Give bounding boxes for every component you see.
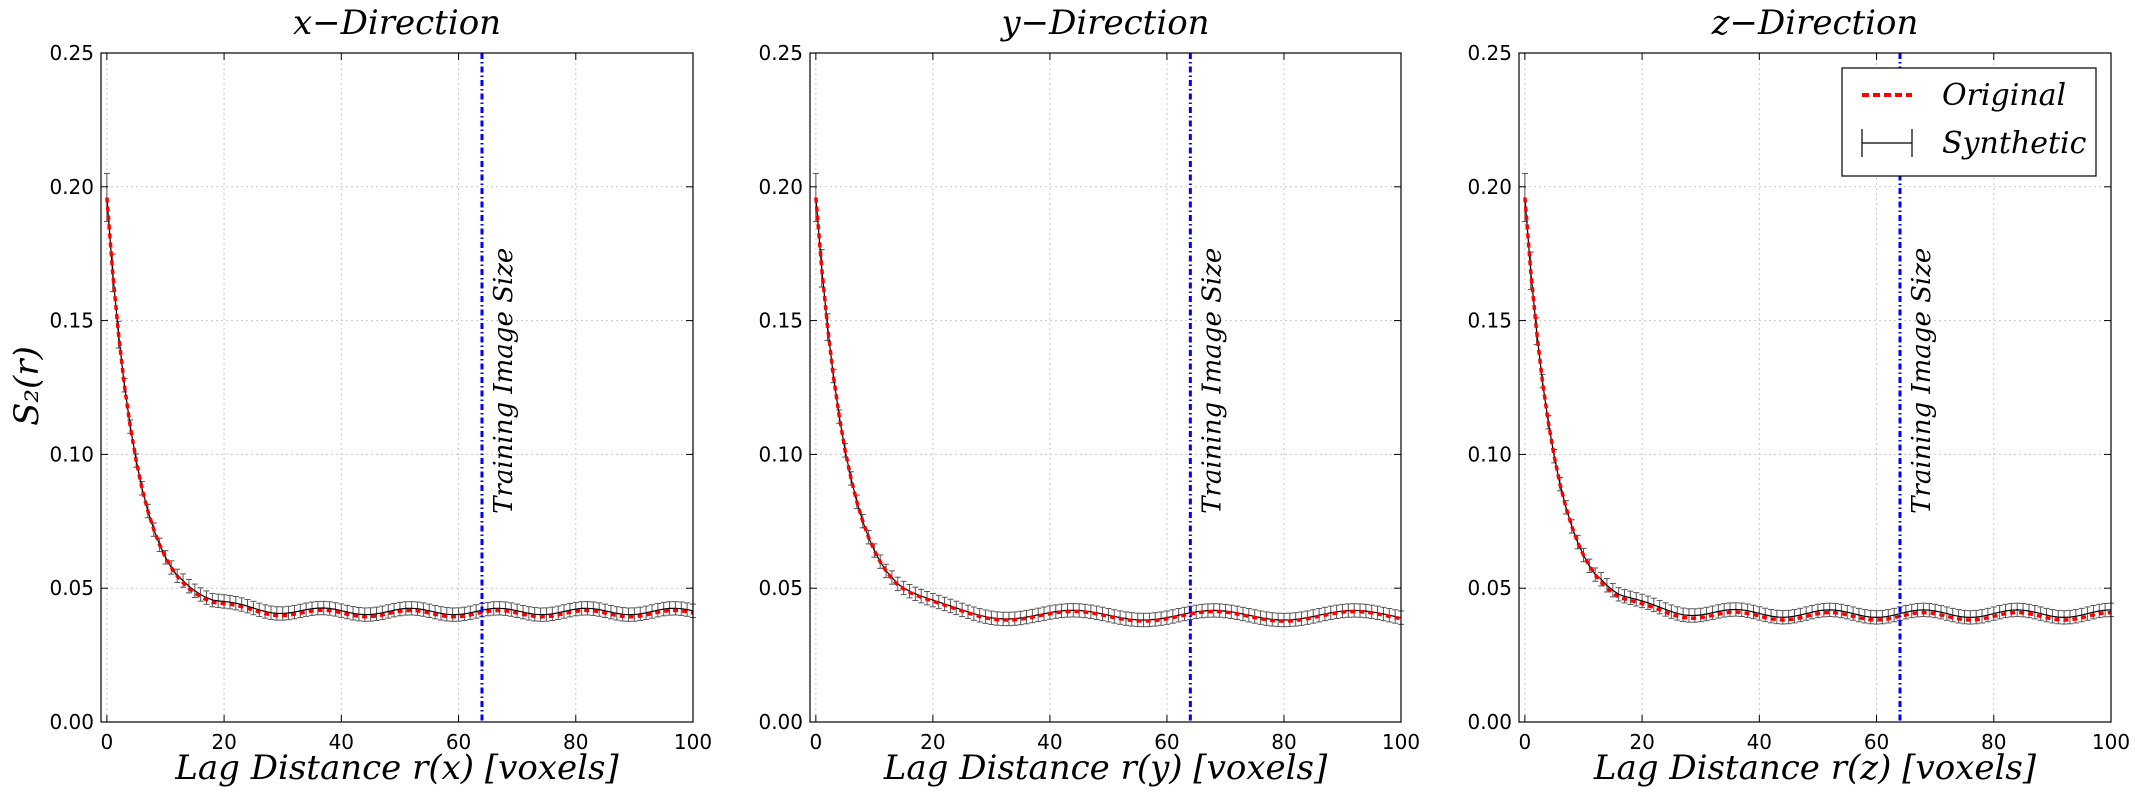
x-tick-label: 80 xyxy=(1271,730,1296,754)
x-tick-label: 60 xyxy=(1154,730,1179,754)
y-tick-label: 0.25 xyxy=(49,41,94,65)
y-tick-label: 0.00 xyxy=(1467,710,1512,734)
panel-2: Training Image Size 0 20 40 60 80 100 0.00 0.05 0… xyxy=(758,3,1420,788)
panel-1: Training Image Size 0 20 40 60 80 100 0.00 0.05 0… xyxy=(49,3,712,788)
y-tick-label: 0.25 xyxy=(1467,41,1512,65)
y-tick-label: 0.20 xyxy=(758,175,803,199)
original-line xyxy=(1523,197,2112,622)
y-tick-label: 0.15 xyxy=(1467,309,1512,333)
panel-title: x−Direction xyxy=(293,3,501,43)
synthetic-line xyxy=(815,197,1402,621)
y-tick-label: 0.00 xyxy=(758,710,803,734)
training-size-annotation: Training Image Size xyxy=(1197,248,1227,514)
x-axis-label: Lag Distance r(y) [voxels] xyxy=(883,748,1328,788)
legend: Original Synthetic xyxy=(1841,67,2097,177)
x-tick-label: 20 xyxy=(920,730,945,754)
x-axis-label: Lag Distance r(x) [voxels] xyxy=(174,748,619,788)
axes-frame xyxy=(1518,52,2112,723)
panel-3: Training Image Size 0 20 40 60 80 100 0.00 0.05 0… xyxy=(1467,3,2130,788)
panel-title: y−Direction xyxy=(999,3,1209,43)
original-line xyxy=(814,197,1402,623)
y-tick-label: 0.10 xyxy=(758,442,803,466)
x-tick-label: 60 xyxy=(446,730,471,754)
synthetic-line xyxy=(106,197,694,616)
x-tick-label: 100 xyxy=(2092,730,2130,754)
y-tick-label: 0.05 xyxy=(49,576,94,600)
synthetic-line xyxy=(1524,197,2112,619)
x-tick-label: 100 xyxy=(1382,730,1420,754)
y-tick-label: 0.10 xyxy=(1467,442,1512,466)
y-tick-label: 0.10 xyxy=(49,442,94,466)
x-tick-label: 80 xyxy=(563,730,588,754)
x-tick-label: 0 xyxy=(100,730,113,754)
y-tick-label: 0.05 xyxy=(758,576,803,600)
x-tick-label: 40 xyxy=(329,730,354,754)
training-size-annotation: Training Image Size xyxy=(1907,248,1937,514)
panel-title: z−Direction xyxy=(1711,3,1919,43)
y-axis-label: S₂(r) xyxy=(7,346,47,426)
x-tick-label: 20 xyxy=(1629,730,1654,754)
training-size-annotation: Training Image Size xyxy=(489,248,519,514)
y-tick-label: 0.20 xyxy=(49,175,94,199)
x-tick-label: 40 xyxy=(1747,730,1772,754)
original-line xyxy=(105,197,694,619)
x-tick-label: 40 xyxy=(1037,730,1062,754)
legend-original-label: Original xyxy=(1942,78,2066,113)
x-axis-label: Lag Distance r(z) [voxels] xyxy=(1593,748,2037,788)
x-tick-label: 100 xyxy=(674,730,712,754)
x-tick-label: 0 xyxy=(809,730,822,754)
y-tick-label: 0.00 xyxy=(49,710,94,734)
axes-frame xyxy=(809,52,1402,723)
y-tick-label: 0.25 xyxy=(758,41,803,65)
x-tick-label: 80 xyxy=(1981,730,2006,754)
legend-frame xyxy=(1841,67,2097,177)
y-tick-label: 0.15 xyxy=(49,309,94,333)
x-tick-label: 0 xyxy=(1518,730,1531,754)
x-tick-label: 60 xyxy=(1864,730,1889,754)
x-tick-label: 20 xyxy=(211,730,236,754)
y-tick-label: 0.20 xyxy=(1467,175,1512,199)
axes-frame xyxy=(100,52,694,723)
y-tick-label: 0.05 xyxy=(1467,576,1512,600)
legend-synthetic-label: Synthetic xyxy=(1942,126,2087,161)
y-tick-label: 0.15 xyxy=(758,309,803,333)
